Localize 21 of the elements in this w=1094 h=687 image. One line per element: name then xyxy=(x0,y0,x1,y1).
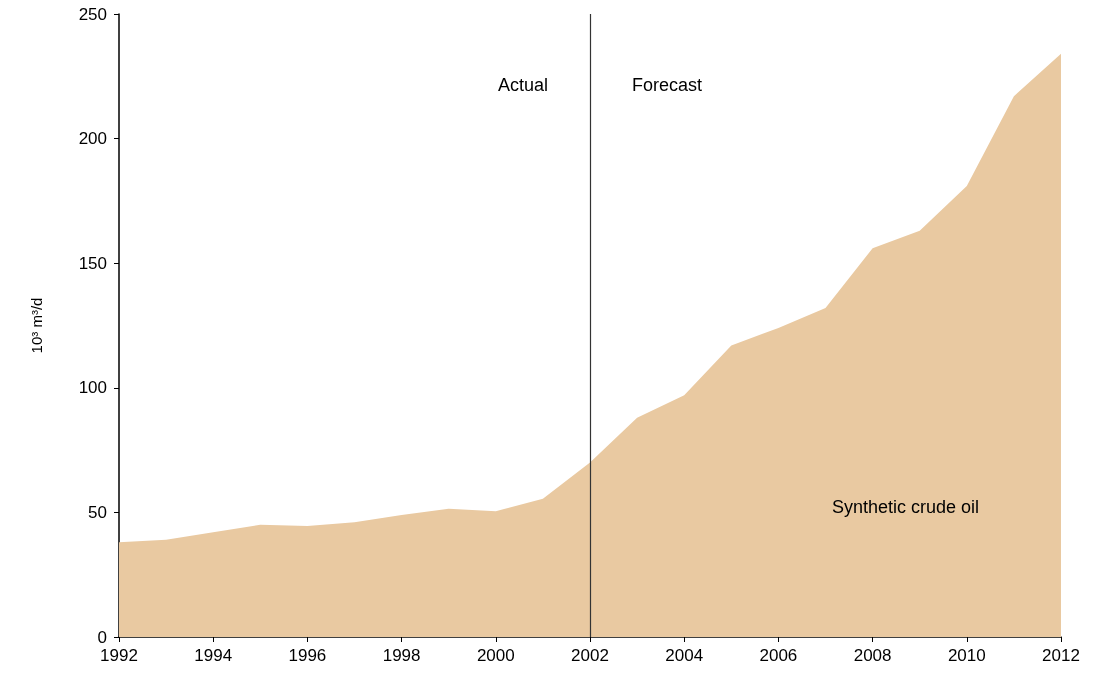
y-tick-label: 250 xyxy=(78,4,107,24)
y-tick-label: 0 xyxy=(97,627,107,647)
series-label: Synthetic crude oil xyxy=(832,497,980,518)
annotation: Forecast xyxy=(632,75,703,96)
x-tick-label: 2002 xyxy=(571,646,609,665)
x-tick-label: 1992 xyxy=(100,646,138,665)
y-tick-label: 150 xyxy=(78,253,107,273)
y-tick-label: 100 xyxy=(78,378,107,398)
x-tick-label: 2004 xyxy=(665,646,704,665)
x-tick-label: 2012 xyxy=(1042,646,1080,665)
y-axis-title: 10³ m³/d xyxy=(28,297,45,354)
x-tick-label: 1998 xyxy=(382,646,421,665)
annotation: Actual xyxy=(497,75,548,96)
y-tick-label: 200 xyxy=(78,129,107,149)
x-tick-label: 2006 xyxy=(759,646,798,665)
y-tick-label: 50 xyxy=(88,502,107,522)
x-tick-label: 1994 xyxy=(194,646,233,665)
x-tick-label: 2010 xyxy=(947,646,986,665)
x-tick-label: 2000 xyxy=(476,646,515,665)
x-tick-label: 2008 xyxy=(853,646,892,665)
x-tick-label: 1996 xyxy=(288,646,327,665)
